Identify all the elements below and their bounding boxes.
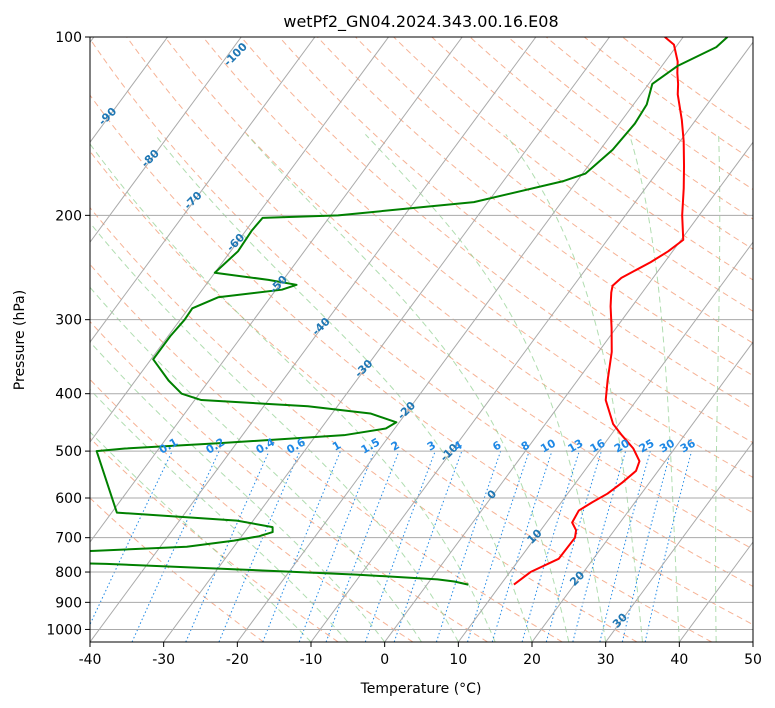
- y-tick-label: 1000: [46, 622, 82, 638]
- dry-adiabat: [545, 37, 753, 191]
- y-tick-label: 600: [55, 491, 82, 507]
- mixing-ratio-line: [298, 450, 375, 642]
- dry-adiabat: [240, 37, 753, 444]
- dry-adiabat: [278, 37, 753, 410]
- y-tick-label: 200: [55, 208, 82, 224]
- moist-adiabat: [90, 431, 312, 642]
- isotherm-line: [90, 37, 463, 543]
- dry-adiabat: [126, 37, 753, 550]
- mixing-ratio-line: [364, 450, 436, 642]
- mixing-ratio-line: [435, 450, 502, 642]
- dry-adiabat: [90, 320, 488, 642]
- mixing-ratio-line: [262, 450, 341, 642]
- dry-adiabat: [355, 37, 753, 344]
- x-tick-label: -40: [79, 652, 102, 668]
- dry-adiabat: [90, 150, 712, 642]
- mixing-ratio-line: [325, 450, 400, 642]
- dry-adiabat: [90, 38, 753, 587]
- y-tick-label: 400: [55, 387, 82, 403]
- isotherm-line: [236, 37, 684, 642]
- x-tick-label: 40: [670, 652, 688, 668]
- isotherm-line: [90, 37, 316, 343]
- mixing-ratio-line: [621, 450, 672, 642]
- y-tick-label: 800: [55, 565, 82, 581]
- isotherm-line: [90, 37, 537, 642]
- series-lines: [90, 37, 729, 586]
- y-axis-label: Pressure (hPa): [12, 290, 28, 390]
- x-tick-label: 50: [744, 652, 762, 668]
- mixing-ratio-line: [599, 450, 651, 642]
- mixing-ratio-line: [218, 450, 301, 642]
- x-tick-label: -10: [300, 652, 323, 668]
- dry-adiabat: [90, 497, 264, 642]
- dry-adiabat: [317, 37, 753, 377]
- profile-line-2: [90, 37, 729, 586]
- dry-adiabat: [202, 37, 753, 478]
- mixing-ratio-line: [572, 450, 627, 642]
- dry-adiabat: [164, 37, 753, 514]
- dry-adiabat: [90, 206, 638, 642]
- y-tick-label: 900: [55, 595, 82, 611]
- y-tick-label: 300: [55, 313, 82, 329]
- isotherm-line: [531, 341, 753, 642]
- x-axis: -40 -30 -20 -10 0 10 20 30 40 50: [79, 642, 762, 668]
- moist-adiabat: [628, 134, 680, 642]
- isotherm-line: [605, 441, 753, 642]
- y-tick-label: 100: [55, 30, 82, 46]
- moist-adiabat: [715, 134, 721, 642]
- x-tick-label: 10: [449, 652, 467, 668]
- mixing-ratio-line: [545, 450, 602, 642]
- mixing-ratio-line: [185, 450, 270, 642]
- isotherm-line: [163, 37, 610, 642]
- isotherm-line: [90, 37, 242, 244]
- y-axis: 100 200 300 400 500 600 700 800 900 1000: [46, 30, 90, 638]
- dry-adiabat: [90, 378, 414, 642]
- dry-adiabat: [90, 94, 753, 626]
- mixing-ratio-line: [521, 450, 580, 642]
- x-tick-label: -30: [152, 652, 175, 668]
- profile-line-1: [513, 37, 686, 586]
- mixing-ratio-line: [491, 450, 553, 642]
- y-tick-label: 700: [55, 531, 82, 547]
- plot-frame: [89, 36, 754, 643]
- chart-title: wetPf2_GN04.2024.343.00.16.E08: [283, 12, 558, 32]
- isotherm-line: [457, 241, 753, 642]
- dry-adiabat: [584, 37, 753, 161]
- x-tick-label: 30: [597, 652, 615, 668]
- x-tick-label: -20: [226, 652, 249, 668]
- isotherm-line: [384, 141, 753, 642]
- isotherm-line: [90, 37, 168, 144]
- x-axis-label: Temperature (°C): [360, 681, 482, 697]
- x-tick-label: 20: [523, 652, 541, 668]
- y-tick-label: 500: [55, 444, 82, 460]
- mixing-ratio-line: [467, 450, 530, 642]
- x-tick-label: 0: [380, 652, 389, 668]
- dry-adiabat: [393, 37, 753, 312]
- grid-lines: [90, 37, 753, 642]
- isotherm-line: [90, 37, 389, 443]
